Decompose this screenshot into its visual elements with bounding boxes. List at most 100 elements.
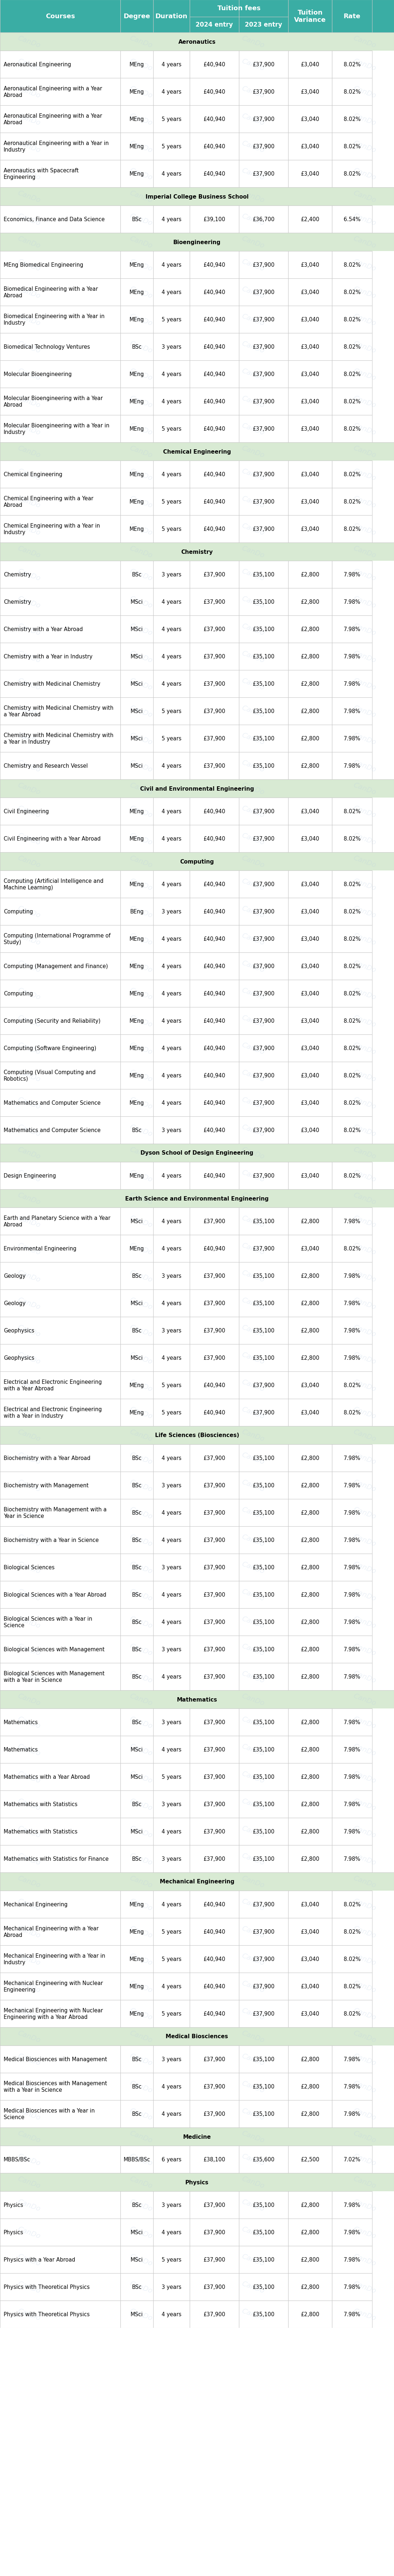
Text: CanDo: CanDo — [17, 1824, 41, 1839]
Text: £40,940: £40,940 — [203, 116, 225, 121]
Bar — [153, 489, 190, 515]
Text: CanDo: CanDo — [241, 933, 265, 945]
Bar — [121, 724, 153, 752]
Text: 7.98%: 7.98% — [344, 1592, 361, 1597]
Bar — [0, 77, 394, 106]
Bar — [0, 1370, 394, 1399]
Text: £40,940: £40,940 — [203, 1901, 225, 1906]
Text: £2,800: £2,800 — [301, 1327, 320, 1334]
Bar — [288, 1036, 332, 1061]
Text: £3,040: £3,040 — [301, 526, 320, 531]
Text: 4 years: 4 years — [162, 1355, 181, 1360]
Text: 8.02%: 8.02% — [344, 1100, 361, 1105]
Text: £3,040: £3,040 — [301, 809, 320, 814]
Text: CanDo: CanDo — [353, 649, 377, 665]
Text: CanDo: CanDo — [353, 781, 377, 796]
Bar — [153, 698, 190, 724]
Bar — [332, 2045, 372, 2074]
Bar — [190, 1528, 239, 1553]
Bar — [121, 1370, 153, 1399]
Text: 7.98%: 7.98% — [344, 2231, 361, 2236]
Bar — [332, 1234, 372, 1262]
Text: 7.98%: 7.98% — [344, 1538, 361, 1543]
Text: CanDo: CanDo — [353, 832, 377, 845]
Text: CanDo: CanDo — [241, 1270, 265, 1283]
Text: Physics: Physics — [4, 2231, 24, 2236]
Text: Computing (Security and Reliability): Computing (Security and Reliability) — [4, 1018, 100, 1023]
Text: CanDo: CanDo — [353, 760, 377, 773]
Bar — [121, 1582, 153, 1607]
Bar — [190, 2146, 239, 2174]
Text: MSci: MSci — [130, 2311, 143, 2316]
Bar — [0, 2099, 394, 2128]
Text: Chemistry with Medicinal Chemistry with
a Year in Industry: Chemistry with Medicinal Chemistry with … — [4, 732, 113, 744]
Text: £37,900: £37,900 — [203, 1355, 225, 1360]
Bar — [0, 1999, 394, 2027]
Bar — [0, 2246, 121, 2272]
Text: 4 years: 4 years — [162, 762, 181, 768]
Text: CanDo: CanDo — [353, 2130, 377, 2143]
Text: CanDo: CanDo — [129, 2107, 153, 2120]
Bar — [121, 415, 153, 443]
Bar — [0, 1999, 121, 2027]
Bar — [0, 1370, 121, 1399]
Text: £37,900: £37,900 — [203, 708, 225, 714]
Text: CanDo: CanDo — [129, 1716, 153, 1728]
Text: 4 years: 4 years — [162, 1747, 181, 1752]
Bar — [121, 1919, 153, 1945]
Text: Geology: Geology — [4, 1273, 26, 1278]
Bar — [332, 2272, 372, 2300]
Text: 4 years: 4 years — [162, 1072, 181, 1079]
Text: MSci: MSci — [130, 762, 143, 768]
Text: CanDo: CanDo — [353, 2079, 377, 2094]
Text: Medical Biosciences with a Year in
Science: Medical Biosciences with a Year in Scien… — [4, 2107, 95, 2120]
Text: CanDo: CanDo — [353, 1406, 377, 1419]
Text: CanDo: CanDo — [129, 1924, 153, 1940]
Text: 4 years: 4 years — [162, 881, 181, 886]
Text: CanDo: CanDo — [17, 422, 41, 435]
Text: 4 years: 4 years — [162, 2112, 181, 2117]
Bar — [0, 1190, 394, 1208]
Text: £40,940: £40,940 — [203, 1072, 225, 1079]
Bar — [121, 206, 153, 234]
Bar — [332, 160, 372, 188]
Text: MEng: MEng — [130, 1929, 144, 1935]
Text: 4 years: 4 years — [162, 600, 181, 605]
Bar — [121, 616, 153, 644]
Text: CanDo: CanDo — [129, 422, 153, 435]
Bar — [332, 1607, 372, 1636]
Text: Aeronautical Engineering: Aeronautical Engineering — [4, 62, 71, 67]
Text: CanDo: CanDo — [17, 703, 41, 719]
Text: £40,940: £40,940 — [203, 909, 225, 914]
Bar — [153, 1973, 190, 1999]
Bar — [190, 206, 239, 234]
Text: CanDo: CanDo — [353, 1095, 377, 1110]
Text: CanDo: CanDo — [353, 1641, 377, 1656]
Text: £37,900: £37,900 — [253, 963, 275, 969]
Bar — [239, 1945, 288, 1973]
Bar — [153, 77, 190, 106]
Bar — [190, 1945, 239, 1973]
Text: £37,900: £37,900 — [253, 90, 275, 95]
Bar — [239, 1762, 288, 1790]
Text: CanDo: CanDo — [129, 2053, 153, 2066]
Bar — [288, 824, 332, 853]
Text: CanDo: CanDo — [129, 1953, 153, 1965]
Bar — [121, 461, 153, 489]
Text: BSc: BSc — [132, 1273, 142, 1278]
Text: 4 years: 4 years — [162, 1172, 181, 1180]
Text: £37,900: £37,900 — [203, 1857, 225, 1862]
Bar — [288, 1291, 332, 1316]
Bar — [239, 361, 288, 389]
Text: £2,800: £2,800 — [301, 1273, 320, 1278]
Bar — [239, 1819, 288, 1844]
Text: CanDo: CanDo — [129, 1798, 153, 1811]
Text: 4 years: 4 years — [162, 62, 181, 67]
Text: 4 years: 4 years — [162, 1592, 181, 1597]
Bar — [0, 2074, 121, 2099]
Bar — [0, 1316, 394, 1345]
Bar — [288, 1090, 332, 1115]
Text: Chemistry: Chemistry — [181, 549, 213, 554]
Bar — [332, 307, 372, 332]
Text: MSci: MSci — [130, 600, 143, 605]
